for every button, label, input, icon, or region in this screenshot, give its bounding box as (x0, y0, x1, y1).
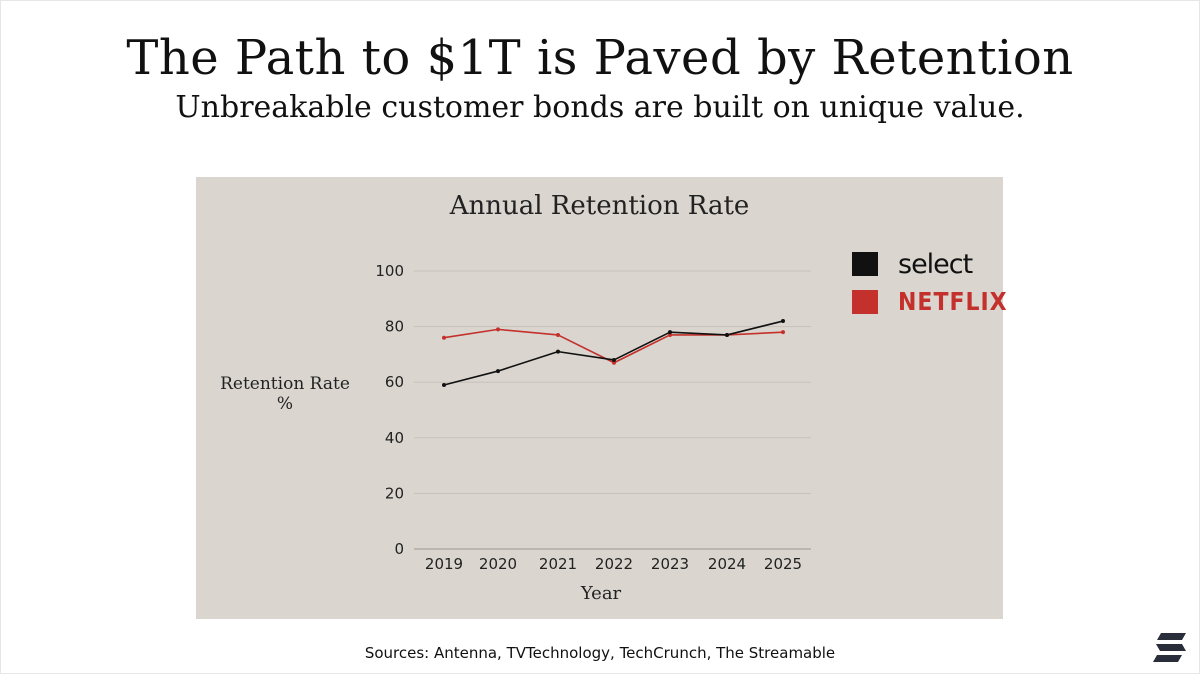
x-tick-label: 2025 (764, 555, 802, 573)
legend-label-netflix: NETFLIX (898, 287, 1008, 317)
data-point-netflix (781, 330, 785, 335)
legend-item-select: select (852, 245, 1008, 283)
brand-logo-icon (1153, 633, 1186, 662)
x-tick-label: 2019 (425, 555, 463, 573)
data-point-select (725, 332, 729, 337)
data-point-select (442, 382, 446, 387)
y-tick-label: 60 (385, 373, 404, 391)
y-tick-label: 100 (375, 262, 404, 280)
data-point-select (781, 319, 785, 324)
data-point-netflix (442, 335, 446, 340)
data-point-netflix (496, 327, 500, 332)
data-point-select (556, 349, 560, 354)
legend-swatch-select (852, 252, 878, 276)
chart-legend: select NETFLIX (852, 245, 1008, 321)
y-tick-label: 80 (385, 318, 404, 336)
data-point-netflix (556, 332, 560, 337)
x-axis-label: Year (580, 583, 622, 604)
x-tick-label: 2020 (479, 555, 517, 573)
y-axis-label-line2: % (276, 394, 294, 414)
legend-item-netflix: NETFLIX (852, 283, 1008, 321)
data-point-select (496, 369, 500, 374)
legend-swatch-netflix (852, 290, 878, 314)
legend-label-select: select (898, 248, 973, 280)
y-tick-label: 40 (385, 429, 404, 447)
x-tick-label: 2021 (539, 555, 577, 573)
y-axis-label-line1: Retention Rate (220, 374, 350, 394)
y-tick-label: 0 (394, 540, 404, 558)
data-point-select (668, 330, 672, 335)
data-point-netflix (612, 360, 616, 365)
chart-title: Annual Retention Rate (449, 191, 750, 221)
data-point-netflix (668, 332, 672, 337)
y-tick-label: 20 (385, 484, 404, 502)
page-title: The Path to $1T is Paved by Retention (126, 30, 1074, 86)
data-point-select (612, 357, 616, 362)
x-tick-label: 2024 (708, 555, 746, 573)
x-tick-label: 2023 (651, 555, 689, 573)
x-tick-label: 2022 (595, 555, 633, 573)
sources-note: Sources: Antenna, TVTechnology, TechCrun… (364, 644, 836, 662)
chart-card: Annual Retention Rate Retention Rate % 0… (196, 177, 1007, 619)
y-axis-label: Retention Rate % (206, 374, 364, 414)
line-chart: 0 20 40 60 80 100 2019 2020 2021 2022 2023 2024 2025 (375, 262, 811, 573)
page-subtitle: Unbreakable customer bonds are built on … (175, 90, 1025, 125)
